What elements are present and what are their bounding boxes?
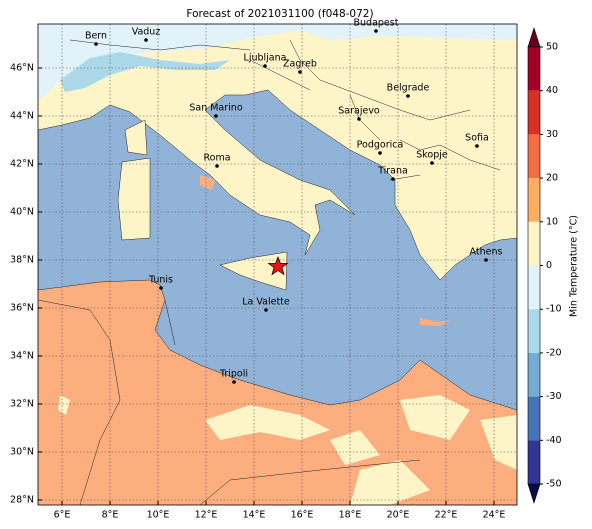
city-dot <box>263 64 267 68</box>
x-tick-label: 12°E <box>195 510 218 521</box>
y-tick-label: 40°N <box>10 207 34 218</box>
city-dot <box>232 380 236 384</box>
colorbar-tick-label: -10 <box>546 304 562 315</box>
city-label: Roma <box>203 153 230 164</box>
colorbar-tick-label: -30 <box>546 391 562 402</box>
city-label: La Valette <box>242 297 290 308</box>
city-dot <box>391 177 395 181</box>
city-dot <box>430 161 434 165</box>
x-tick-label: 22°E <box>435 510 458 521</box>
city-dot <box>406 94 410 98</box>
alps-area <box>60 52 230 92</box>
city-dot <box>357 117 361 121</box>
aegean-land <box>480 145 517 205</box>
city-dot <box>264 308 268 312</box>
colorbar-tick-label: 50 <box>546 42 558 53</box>
colorbar-tick-label: -20 <box>546 347 562 358</box>
city-dot <box>144 38 148 42</box>
y-tick-label: 42°N <box>10 159 34 170</box>
title: Forecast of 2021031100 (f048-072) <box>186 8 373 20</box>
x-tick-label: 8°E <box>102 510 119 521</box>
city-label: Tunis <box>148 275 173 286</box>
city-dot <box>94 42 98 46</box>
colorbar-tick-label: -40 <box>546 435 562 446</box>
sicily <box>219 251 288 291</box>
x-tick-label: 10°E <box>147 510 170 521</box>
city-label: Ljubljana <box>244 53 287 64</box>
city-dot <box>159 286 163 290</box>
colorbar-segment <box>528 90 540 135</box>
city-label: Sofia <box>465 133 489 144</box>
y-tick-label: 46°N <box>10 63 34 74</box>
colorbar-segment <box>528 396 540 441</box>
city-dot <box>215 164 219 168</box>
y-tick-label: 32°N <box>10 399 34 410</box>
x-tick-label: 24°E <box>483 510 506 521</box>
colorbar-label: Min Temperature (°C) <box>569 215 580 317</box>
city-label: Athens <box>470 247 503 258</box>
colorbar-segment <box>528 352 540 397</box>
y-tick-label: 36°N <box>10 303 34 314</box>
city-label: Belgrade <box>387 83 430 94</box>
colorbar-extend-max <box>527 27 541 48</box>
x-tick-label: 16°E <box>291 510 314 521</box>
city-label: San Marino <box>189 103 242 114</box>
colorbar-extend-min <box>527 483 541 504</box>
city-dot <box>484 258 488 262</box>
city-dot <box>475 144 479 148</box>
city-dot <box>374 29 378 33</box>
colorbar-tick-label: 20 <box>546 173 558 184</box>
y-tick-label: 34°N <box>10 351 34 362</box>
city-dot <box>378 151 382 155</box>
colorbar-segment <box>528 265 540 310</box>
city-label: Vaduz <box>132 27 161 38</box>
colorbar-segment <box>528 309 540 353</box>
city-label: Tirana <box>377 166 408 177</box>
corsica <box>124 119 148 156</box>
city-label: Zagreb <box>283 59 317 70</box>
colorbar-segment <box>528 440 540 484</box>
city-label: Sarajevo <box>338 106 380 117</box>
city-label: Budapest <box>354 18 399 29</box>
colorbar-tick-label: 0 <box>546 260 552 271</box>
city-label: Tripoli <box>219 369 248 380</box>
colorbar-segment <box>528 47 540 91</box>
map-frame <box>37 23 518 506</box>
colorbar-tick-label: 30 <box>546 129 558 140</box>
y-tick-label: 30°N <box>10 447 34 458</box>
city-label: Podgorica <box>357 140 404 151</box>
mild-patches <box>58 395 517 505</box>
x-tick-label: 18°E <box>339 510 362 521</box>
colorbar-tick-label: 10 <box>546 216 558 227</box>
colorbar-tick-label: -50 <box>546 479 562 490</box>
city-dot <box>214 114 218 118</box>
event-star <box>267 256 289 276</box>
colorbar-segment <box>528 221 540 266</box>
colorbar: 50 40 30 20 10 0 -10 -20 -30 -40 -50 <box>527 27 562 504</box>
colorbar-segment <box>528 178 540 222</box>
colorbar-segment <box>528 134 540 179</box>
y-tick-label: 44°N <box>10 111 34 122</box>
sardinia <box>117 157 151 241</box>
y-tick-label: 38°N <box>10 255 34 266</box>
city-dot <box>298 70 302 74</box>
y-tick-label: 28°N <box>10 495 34 506</box>
x-tick-label: 14°E <box>243 510 266 521</box>
x-tick-label: 20°E <box>387 510 410 521</box>
city-label: Bern <box>85 31 107 42</box>
city-label: Skopje <box>416 150 448 161</box>
colorbar-tick-label: 40 <box>546 85 558 96</box>
x-tick-label: 6°E <box>54 510 71 521</box>
